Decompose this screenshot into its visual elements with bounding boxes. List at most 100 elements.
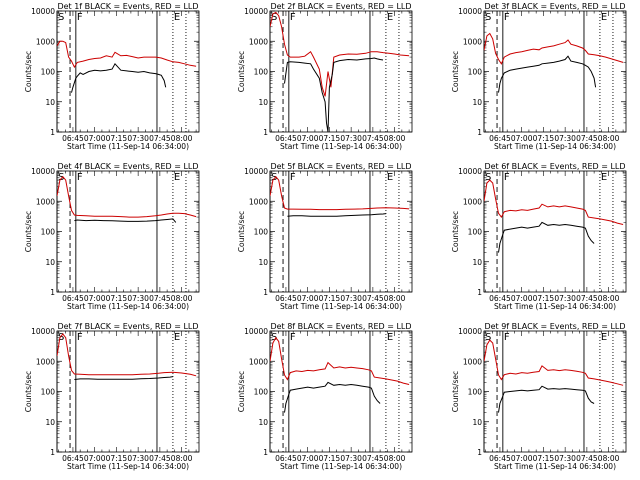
time-marker-label: F: [77, 12, 83, 23]
y-axis-label: Counts/sec: [237, 211, 246, 252]
y-axis-label: Counts/sec: [451, 371, 460, 412]
chart-title: Det 4f BLACK = Events, RED = LLD: [57, 162, 198, 171]
series-line-lld: [270, 336, 410, 385]
x-tick-label: 07:00: [297, 454, 319, 463]
time-marker-label: S: [271, 332, 277, 343]
x-tick-label: 08:00: [171, 454, 193, 463]
y-tick-label: 1000: [36, 357, 55, 366]
series-line-lld: [270, 175, 410, 211]
x-tick-label: 07:45: [362, 454, 384, 463]
x-tick-label: 07:00: [297, 294, 319, 303]
time-marker-label: S: [271, 172, 277, 183]
y-tick-label: 1000: [249, 37, 268, 46]
y-tick-label: 1: [50, 128, 55, 137]
y-tick-label: 100: [254, 68, 269, 77]
series-line-lld: [57, 175, 197, 218]
series-line-lld: [57, 40, 197, 69]
y-tick-label: 100: [468, 388, 483, 397]
x-tick-label: 08:00: [384, 454, 406, 463]
x-tick-label: 07:30: [127, 454, 149, 463]
x-tick-label: 07:15: [319, 294, 341, 303]
x-tick-label: 06:45: [489, 294, 511, 303]
series-line-events: [284, 381, 381, 413]
x-tick-label: 06:45: [275, 294, 297, 303]
y-tick-label: 10000: [458, 7, 482, 16]
chart-panel: Det 7f BLACK = Events, RED = LLD 1 10 100 10…: [24, 322, 200, 471]
series-line-lld: [484, 339, 624, 386]
x-tick-label: 07:15: [106, 134, 128, 143]
x-tick-label: 07:30: [340, 454, 362, 463]
y-tick-label: 1: [263, 448, 268, 457]
y-tick-label: 1: [477, 288, 482, 297]
plot-frame: [269, 170, 413, 293]
plot-frame: [483, 330, 627, 453]
x-tick-label: 07:45: [149, 454, 171, 463]
chart-title: Det 2f BLACK = Events, RED = LLD: [270, 2, 411, 11]
y-tick-label: 10: [258, 418, 268, 427]
chart-title: Det 5f BLACK = Events, RED = LLD: [270, 162, 411, 171]
chart-panel: Det 5f BLACK = Events, RED = LLD 1 10 100 10…: [237, 162, 413, 311]
x-tick-label: 07:00: [84, 454, 106, 463]
y-tick-label: 10000: [458, 167, 482, 176]
series-line-events: [71, 62, 167, 93]
chart-panel: Det 2f BLACK = Events, RED = LLD 1 10 100 10…: [237, 2, 413, 151]
y-axis-label: Counts/sec: [24, 371, 33, 412]
x-tick-label: 07:45: [362, 294, 384, 303]
y-tick-label: 1000: [463, 37, 482, 46]
time-marker-label: S: [58, 332, 64, 343]
time-marker-label: E: [601, 172, 607, 183]
y-tick-label: 10000: [244, 7, 268, 16]
x-tick-label: 07:15: [533, 454, 555, 463]
x-tick-label: 07:30: [340, 134, 362, 143]
plot-frame: [56, 330, 200, 453]
x-axis-label: Start Time (11-Sep-14 06:34:00): [494, 142, 616, 151]
x-tick-label: 07:45: [149, 294, 171, 303]
y-tick-label: 1: [477, 448, 482, 457]
time-marker-label: E: [174, 332, 180, 343]
chart-panel: Det 1f BLACK = Events, RED = LLD 1 10 100 10…: [24, 2, 200, 151]
series-line-lld: [270, 11, 410, 97]
y-tick-label: 1: [263, 288, 268, 297]
y-tick-label: 1: [263, 128, 268, 137]
x-axis-label: Start Time (11-Sep-14 06:34:00): [67, 462, 189, 471]
x-tick-label: 06:45: [62, 134, 84, 143]
y-tick-label: 100: [254, 228, 269, 237]
y-axis-label: Counts/sec: [237, 51, 246, 92]
y-tick-label: 10: [258, 98, 268, 107]
y-axis-label: Counts/sec: [451, 211, 460, 252]
plot-frame: [269, 10, 413, 133]
time-marker-label: F: [290, 12, 296, 23]
time-marker-label: F: [77, 172, 83, 183]
x-tick-label: 08:00: [384, 294, 406, 303]
time-marker-label: E: [387, 172, 393, 183]
x-tick-label: 06:45: [489, 134, 511, 143]
time-marker-label: S: [58, 172, 64, 183]
x-tick-label: 07:15: [319, 454, 341, 463]
series-line-lld: [484, 32, 624, 65]
x-axis-label: Start Time (11-Sep-14 06:34:00): [494, 302, 616, 311]
x-tick-label: 07:45: [576, 134, 598, 143]
y-tick-label: 10: [258, 258, 268, 267]
y-tick-label: 1000: [36, 37, 55, 46]
y-tick-label: 10000: [31, 7, 55, 16]
x-tick-label: 07:00: [84, 134, 106, 143]
y-tick-label: 10000: [244, 167, 268, 176]
y-tick-label: 10: [45, 98, 55, 107]
time-marker-label: S: [485, 332, 491, 343]
y-tick-label: 10000: [458, 327, 482, 336]
chart-title: Det 7f BLACK = Events, RED = LLD: [57, 322, 198, 331]
y-tick-label: 10: [472, 258, 482, 267]
y-tick-label: 1000: [463, 197, 482, 206]
time-marker-label: E: [174, 172, 180, 183]
x-tick-label: 07:45: [362, 134, 384, 143]
y-tick-label: 100: [468, 228, 483, 237]
x-tick-label: 07:30: [554, 294, 576, 303]
y-tick-label: 10: [472, 98, 482, 107]
x-tick-label: 07:15: [533, 294, 555, 303]
x-tick-label: 06:45: [489, 454, 511, 463]
time-marker-label: E: [174, 12, 180, 23]
time-marker-label: E: [387, 12, 393, 23]
time-marker-label: F: [77, 332, 83, 343]
y-tick-label: 1000: [249, 357, 268, 366]
x-axis-label: Start Time (11-Sep-14 06:34:00): [494, 462, 616, 471]
